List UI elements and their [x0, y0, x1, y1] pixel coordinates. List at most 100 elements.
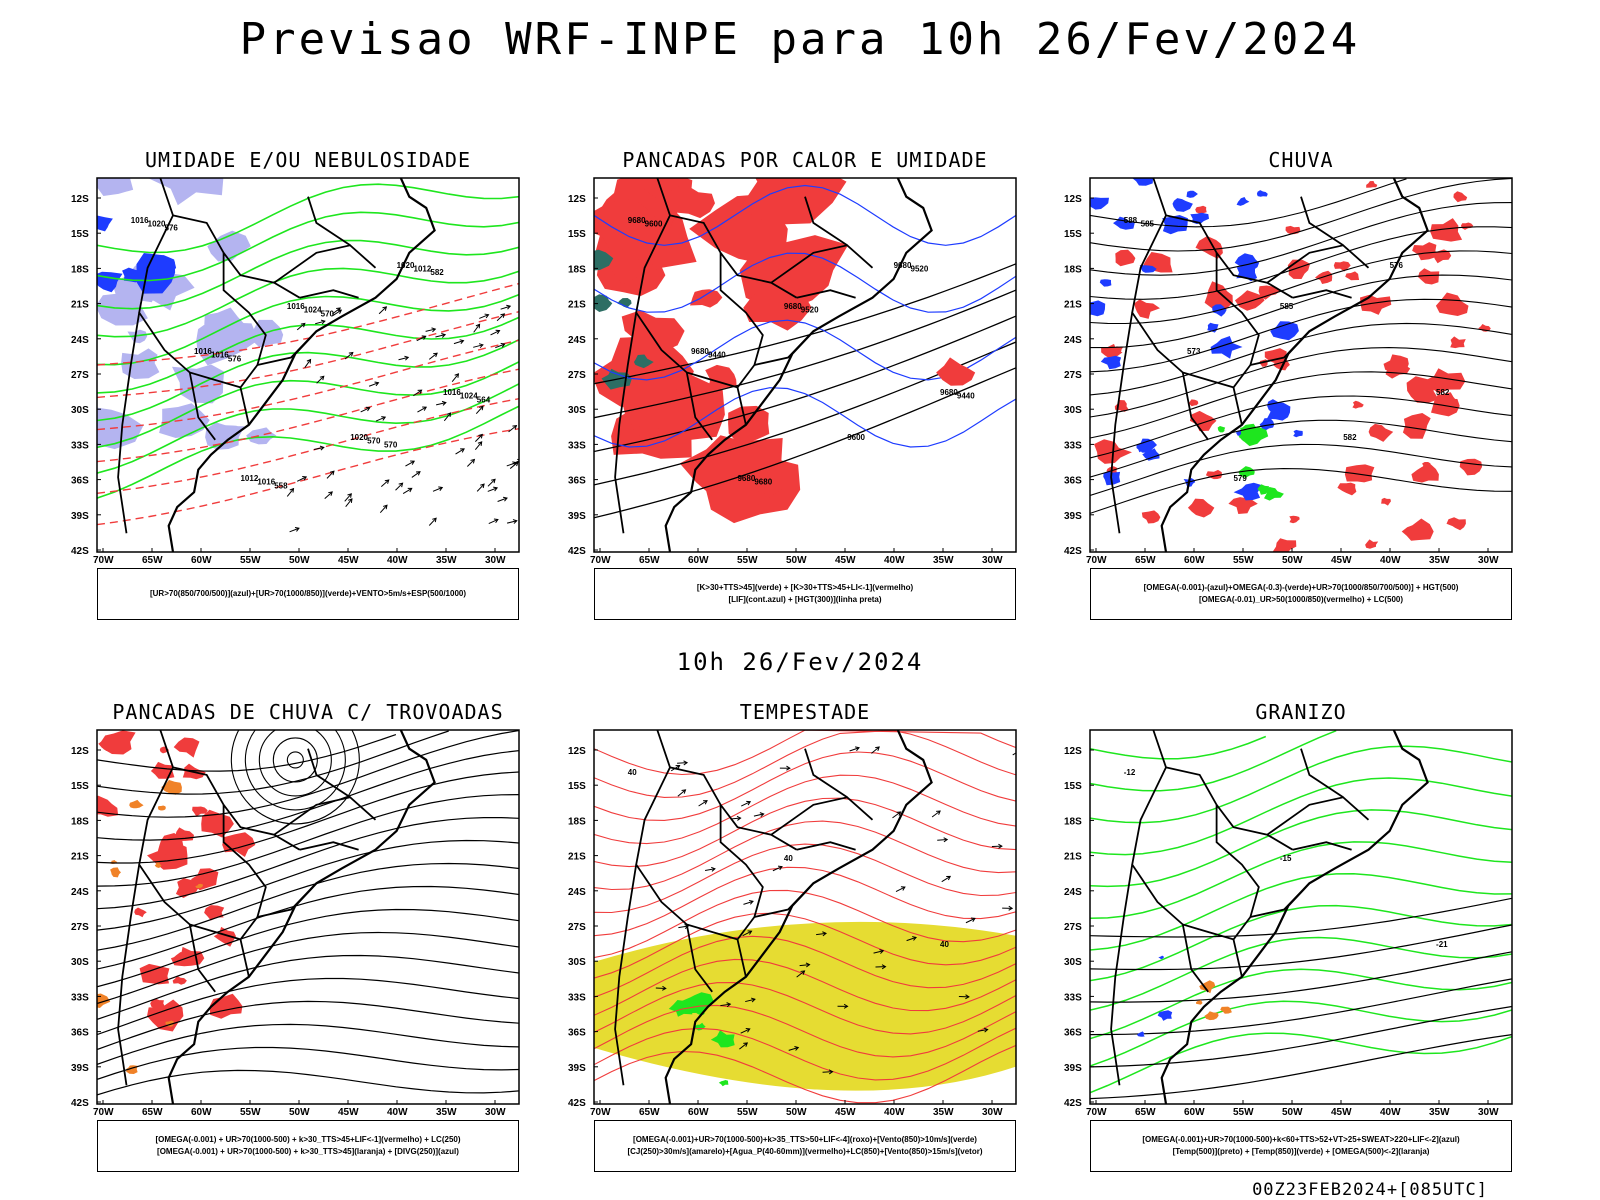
hail-blue — [1158, 955, 1164, 960]
wind-vector — [936, 810, 941, 815]
rain-red — [1141, 510, 1161, 524]
contour-label: 9680 — [628, 216, 646, 225]
wind-arrow — [506, 520, 517, 524]
rain-red — [1272, 538, 1297, 552]
instability-red — [690, 289, 723, 308]
country-border — [299, 841, 359, 851]
lc850-red-contour — [594, 866, 1016, 937]
wind-arrow — [453, 340, 464, 345]
wind-vector — [743, 900, 754, 905]
lon-tick-label: 65W — [142, 1107, 163, 1118]
hgt300-contour — [594, 315, 1016, 453]
country-border — [1110, 312, 1134, 534]
country-border — [614, 864, 638, 1086]
wind-arrow — [336, 307, 341, 312]
lat-tick-label: 21S — [71, 852, 89, 863]
wind-vector — [828, 1069, 834, 1075]
lat-tick-label: 27S — [1064, 370, 1082, 381]
wind-vector — [881, 964, 887, 970]
lat-tick-label: 36S — [1064, 476, 1082, 487]
wind-vector — [906, 936, 917, 942]
wind-arrow — [506, 304, 512, 310]
lif-blue-contour — [594, 252, 1016, 313]
humidity-blue — [122, 267, 145, 283]
lon-tick-label: 70W — [590, 555, 611, 566]
hgt500-contour — [1090, 178, 1407, 228]
legend-box-granizo: [OMEGA(-0.001)+UR>70(1000-500)+k<60+TTS>… — [1090, 1120, 1512, 1172]
wind-vector — [711, 866, 716, 872]
humidity-green-contour — [97, 405, 519, 499]
lc850-red-contour — [594, 935, 1016, 998]
wind-vector — [745, 998, 756, 1003]
contour-label: -21 — [1436, 940, 1448, 949]
wind-vector — [777, 865, 783, 871]
wind-arrow — [512, 519, 518, 524]
legend-box-chuva: [OMEGA(-0.001)-(azul)+OMEGA(-0.3)-(verde… — [1090, 568, 1512, 620]
wind-arrow — [496, 313, 505, 322]
wind-arrow — [478, 433, 483, 439]
instability-red — [743, 288, 812, 331]
wind-arrow — [315, 320, 325, 325]
lon-tick-label: 50W — [786, 555, 807, 566]
humidity-lightblue — [207, 230, 251, 262]
hgt500-contour — [1090, 419, 1512, 478]
wind-arrow — [466, 459, 475, 467]
lat-tick-label: 15S — [71, 781, 89, 792]
wind-arrow — [413, 389, 422, 397]
temp850-green-contour — [1090, 777, 1512, 856]
lon-tick-label: 55W — [737, 1107, 758, 1118]
lat-tick-label: 21S — [71, 300, 89, 311]
thickness-red-dashed — [97, 368, 519, 463]
wind-arrow — [479, 405, 484, 411]
lon-tick-label: 30W — [982, 555, 1003, 566]
contour-label: 9600 — [847, 433, 865, 442]
wind-vector — [875, 746, 880, 751]
wind-vector — [937, 839, 948, 841]
panel-umidade: UMIDADE E/OU NEBULOSIDADE — [97, 148, 519, 174]
contour-label: 1016 — [443, 388, 461, 397]
wind-vector — [946, 875, 952, 881]
wind-arrow — [344, 493, 352, 502]
wind-arrow — [473, 324, 481, 333]
instability-red — [739, 178, 847, 225]
panel-pancadas-calor: PANCADAS POR CALOR E UMIDADE — [594, 148, 1016, 174]
lon-tick-label: 70W — [93, 555, 114, 566]
wind-vector — [703, 800, 708, 805]
instability-red — [728, 405, 770, 445]
wind-arrow — [454, 373, 460, 378]
storm-red — [191, 868, 219, 891]
rain-blue — [1233, 482, 1263, 501]
hail-orange — [1220, 1006, 1232, 1014]
streamline — [97, 885, 519, 970]
wind-arrow — [443, 412, 451, 422]
storm-red — [139, 963, 170, 985]
wind-arrow — [421, 335, 427, 340]
wind-vector — [677, 762, 688, 764]
lat-tick-label: 42S — [568, 546, 586, 557]
contour-label: 9680 — [691, 347, 709, 356]
lon-tick-label: 65W — [639, 1107, 660, 1118]
legend-line: [LIF](cont.azul) + [HGT(300)](linha pret… — [728, 595, 882, 604]
rain-red — [1134, 299, 1160, 319]
lat-tick-label: 12S — [1064, 746, 1082, 757]
contour-label: 9680 — [754, 478, 772, 487]
wind-arrow — [432, 487, 443, 492]
temp500-black-contour — [1090, 897, 1512, 938]
wind-vector — [849, 747, 860, 752]
streamline — [97, 730, 519, 818]
map-frame — [96, 729, 520, 1105]
wind-arrow — [441, 332, 447, 338]
country-border — [1266, 796, 1370, 836]
legend-box-tempestade: [OMEGA(-0.001)+UR>70(1000-500)+k>35_TTS>… — [594, 1120, 1016, 1172]
lon-tick-label: 55W — [240, 555, 261, 566]
wind-vector — [742, 930, 752, 937]
rain-red — [1337, 482, 1357, 496]
temp850-green-contour — [1090, 873, 1512, 951]
lc850-red-contour — [594, 1044, 1016, 1104]
wind-vector — [759, 812, 765, 818]
lat-tick-label: 33S — [1064, 440, 1082, 451]
rain-red — [1234, 290, 1265, 311]
temp500-black-contour — [1090, 951, 1512, 1003]
lif-blue-contour — [594, 387, 1016, 448]
